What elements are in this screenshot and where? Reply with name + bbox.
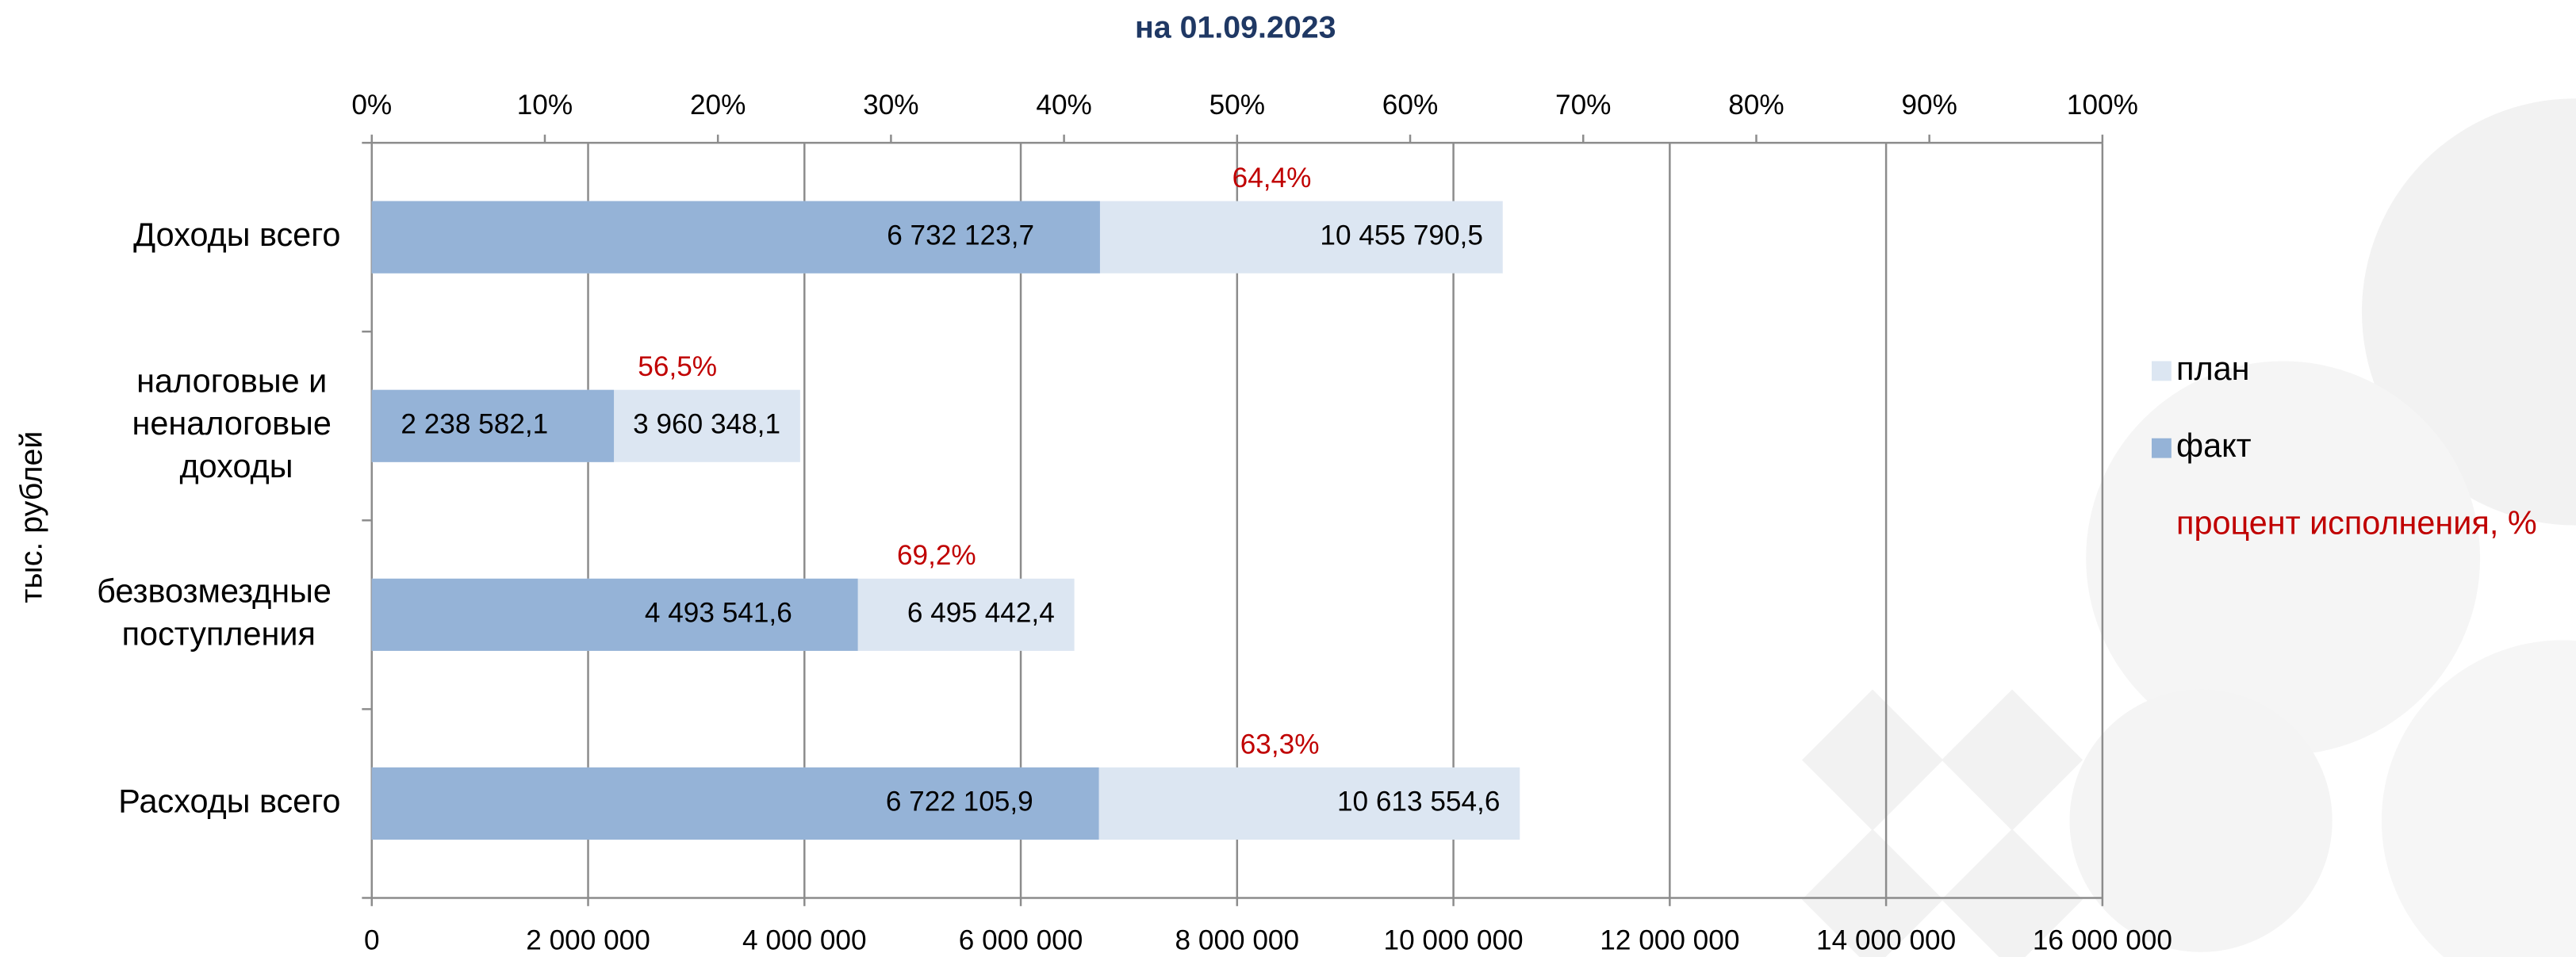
y-tick-label: Доходы всего — [133, 216, 340, 253]
x-tick-label: 6 000 000 — [959, 925, 1083, 956]
x-tick-label: 0 — [364, 925, 380, 956]
value-label: 6 722 105,9 — [886, 787, 1033, 817]
x-tick-label: 12 000 000 — [1600, 925, 1739, 956]
x-tick-label: 16 000 000 — [2033, 925, 2172, 956]
x2-tick-label: 60% — [1382, 90, 1438, 121]
percent-label: 63,3% — [1240, 729, 1320, 760]
value-label: 10 455 790,5 — [1320, 220, 1482, 251]
value-label: 6 495 442,4 — [907, 598, 1055, 629]
percent-label: 69,2% — [897, 540, 976, 571]
x-tick-label: 2 000 000 — [526, 925, 650, 956]
legend-label: факт — [2176, 427, 2252, 464]
chart: на 01.09.2023 тыс. рублей 0 2 000 000 4 00… — [0, 0, 2576, 957]
x2-tick-label: 20% — [690, 90, 746, 121]
x2-tick-label: 10% — [517, 90, 573, 121]
value-label: 2 238 582,1 — [401, 409, 548, 440]
page: {"chart_data": { "type": "bar", "orienta… — [0, 0, 2576, 957]
x-tick-label: 4 000 000 — [742, 925, 867, 956]
legend-label: план — [2176, 350, 2249, 387]
percent-label: 56,5% — [638, 351, 717, 382]
x2-tick-label: 80% — [1728, 90, 1784, 121]
x2-tick-label: 0% — [351, 90, 392, 121]
x-tick-label: 8 000 000 — [1175, 925, 1300, 956]
x2-tick-label: 40% — [1036, 90, 1091, 121]
value-label: 3 960 348,1 — [633, 409, 780, 440]
x2-tick-label: 100% — [2067, 90, 2138, 121]
value-label: 10 613 554,6 — [1337, 787, 1500, 817]
y-tick-label: налоговые и неналоговые доходы — [132, 362, 341, 484]
y-tick-label: безвозмездные поступления — [97, 572, 340, 652]
y-tick-label: Расходы всего — [118, 783, 340, 819]
value-label: 6 732 123,7 — [887, 220, 1034, 251]
x2-tick-label: 30% — [863, 90, 918, 121]
x2-tick-label: 50% — [1209, 90, 1265, 121]
legend-label: процент исполнения, % — [2176, 504, 2537, 541]
x-tick-label: 14 000 000 — [1816, 925, 1956, 956]
x-tick-label: 10 000 000 — [1384, 925, 1524, 956]
percent-label: 64,4% — [1232, 163, 1312, 193]
y-axis-label: тыс. рублей — [14, 431, 49, 603]
legend-swatch — [2152, 438, 2172, 458]
value-label: 4 493 541,6 — [645, 598, 792, 629]
x2-tick-label: 70% — [1555, 90, 1611, 121]
chart-title: на 01.09.2023 — [1135, 10, 1336, 45]
x2-tick-label: 90% — [1901, 90, 1957, 121]
legend-swatch — [2152, 361, 2172, 381]
